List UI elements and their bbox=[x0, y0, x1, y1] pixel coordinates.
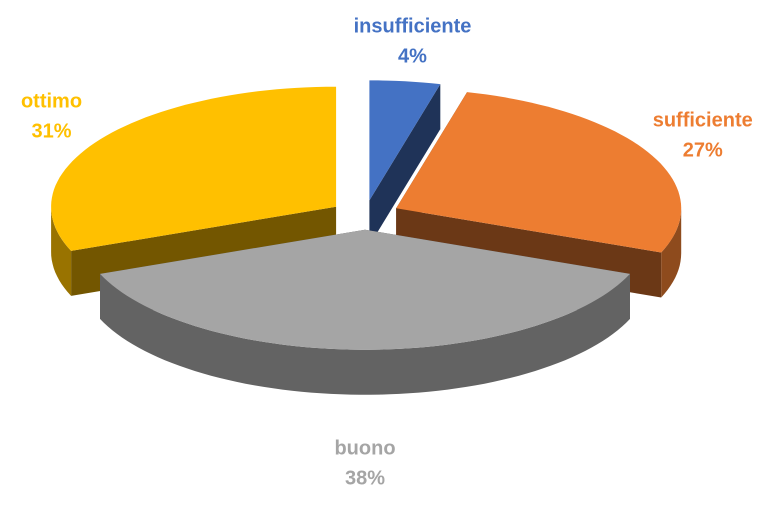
slice-top bbox=[369, 80, 441, 201]
data-label-value: 4% bbox=[398, 46, 427, 68]
slice-cut-face bbox=[369, 84, 441, 246]
data-label-name: buono bbox=[334, 437, 395, 459]
data-label-value: 31% bbox=[31, 120, 71, 142]
slice-side bbox=[100, 273, 630, 395]
data-label-name: ottimo bbox=[21, 90, 82, 112]
slice-side bbox=[51, 206, 72, 296]
data-label-value: 27% bbox=[683, 139, 723, 161]
slice bbox=[100, 229, 630, 395]
slice bbox=[369, 80, 441, 246]
slice-top bbox=[51, 86, 337, 251]
slice-top bbox=[100, 229, 630, 350]
data-label-value: 38% bbox=[345, 467, 385, 489]
slice-side bbox=[661, 208, 682, 298]
slice-top bbox=[396, 92, 682, 253]
data-label-name: insufficiente bbox=[354, 16, 472, 38]
data-label-name: sufficiente bbox=[653, 109, 753, 131]
